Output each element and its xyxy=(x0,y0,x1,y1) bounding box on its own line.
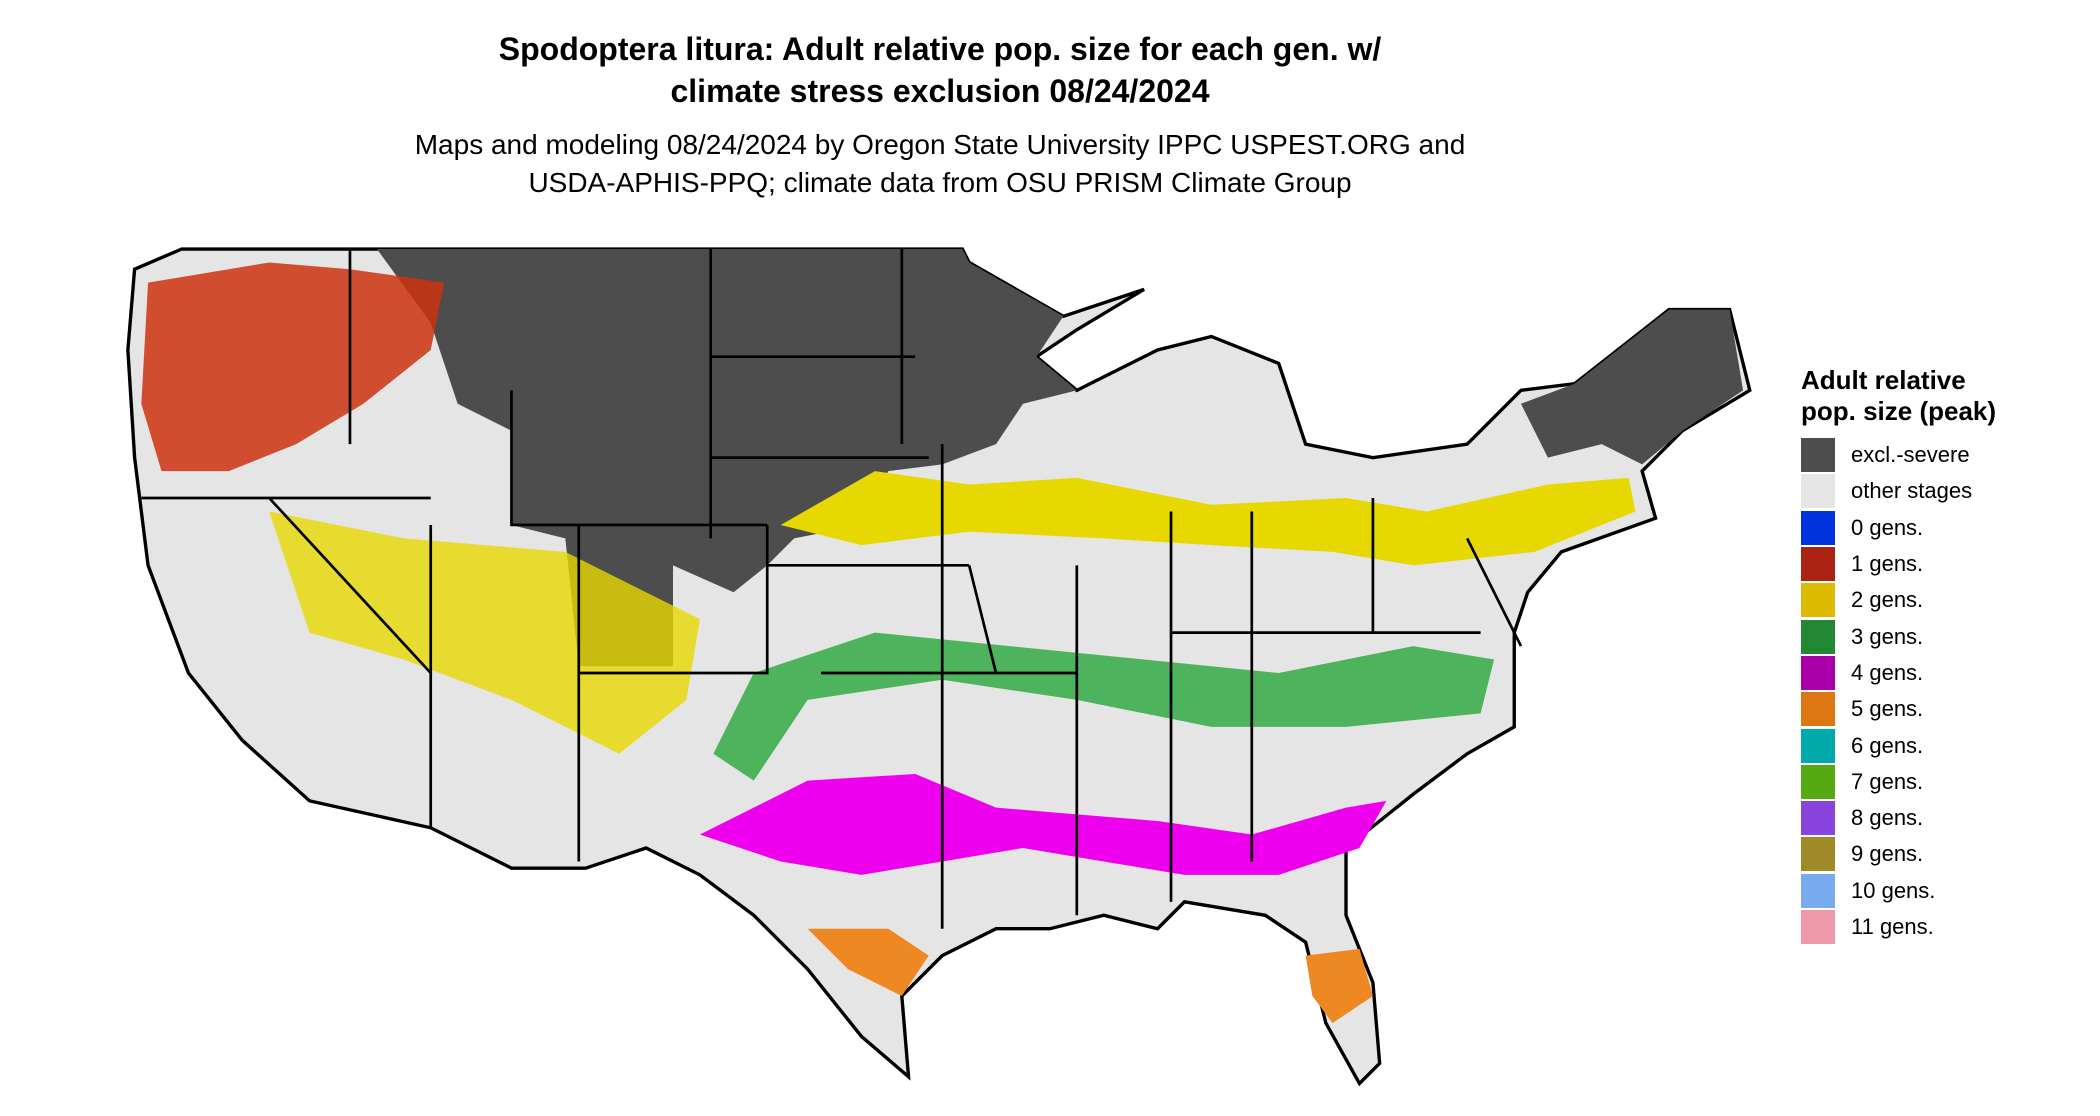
four-gen-band xyxy=(699,773,1387,875)
legend-item: 3 gens. xyxy=(1801,618,2021,654)
legend-swatch xyxy=(1801,547,1835,582)
legend-item: 11 gens. xyxy=(1801,909,2021,945)
legend-label: 10 gens. xyxy=(1851,877,1936,903)
legend-label: 4 gens. xyxy=(1851,659,1924,685)
legend-swatch xyxy=(1801,910,1835,944)
title-line: Spodoptera litura: Adult relative pop. s… xyxy=(498,31,1382,67)
legend-label: 9 gens. xyxy=(1851,841,1924,867)
legend-swatch xyxy=(1801,655,1835,690)
three-gen-band xyxy=(713,632,1495,781)
legend: Adult relative pop. size (peak) excl.-se… xyxy=(1801,365,2021,945)
legend-swatch xyxy=(1801,474,1835,509)
legend-swatch xyxy=(1801,510,1835,545)
legend-item: 2 gens. xyxy=(1801,582,2021,618)
legend-swatch xyxy=(1801,728,1835,763)
one-gen-region xyxy=(141,262,445,472)
legend-label: 8 gens. xyxy=(1851,805,1924,831)
legend-item: other stages xyxy=(1801,473,2021,509)
legend-item: excl.-severe xyxy=(1801,437,2021,473)
legend-swatch xyxy=(1801,692,1835,727)
two-gen-band xyxy=(780,471,1636,566)
excluded-region xyxy=(1520,309,1744,465)
legend-item: 10 gens. xyxy=(1801,873,2021,909)
title: Spodoptera litura: Adult relative pop. s… xyxy=(0,28,1880,112)
legend-label: 0 gens. xyxy=(1851,514,1924,540)
title-line: climate stress exclusion 08/24/2024 xyxy=(670,73,1210,109)
legend-item: 8 gens. xyxy=(1801,800,2021,836)
legend-swatch xyxy=(1801,764,1835,799)
legend-swatch xyxy=(1801,583,1835,618)
subtitle: Maps and modeling 08/24/2024 by Oregon S… xyxy=(0,126,1880,202)
legend-label: 1 gens. xyxy=(1851,551,1924,577)
legend-title: Adult relative pop. size (peak) xyxy=(1801,365,1997,426)
legend-label: other stages xyxy=(1851,478,1973,504)
legend-item: 6 gens. xyxy=(1801,727,2021,763)
legend-swatch xyxy=(1801,619,1835,654)
legend-item: 5 gens. xyxy=(1801,691,2021,727)
subtitle-line: Maps and modeling 08/24/2024 by Oregon S… xyxy=(414,129,1466,160)
legend-swatch xyxy=(1801,837,1835,872)
state-borders xyxy=(141,249,1523,929)
legend-swatch xyxy=(1801,438,1835,473)
two-gen-band xyxy=(269,511,700,754)
five-gen-region xyxy=(807,928,929,997)
legend-label: 6 gens. xyxy=(1851,732,1924,758)
legend-item: 1 gens. xyxy=(1801,546,2021,582)
legend-swatch xyxy=(1801,873,1835,908)
legend-item: 4 gens. xyxy=(1801,655,2021,691)
legend-item: 9 gens. xyxy=(1801,836,2021,872)
legend-label: 7 gens. xyxy=(1851,768,1924,794)
legend-label: 11 gens. xyxy=(1851,914,1934,939)
legend-item: 0 gens. xyxy=(1801,510,2021,546)
legend-label: 5 gens. xyxy=(1851,696,1924,722)
five-gen-region xyxy=(1305,948,1373,1023)
subtitle-line: USDA-APHIS-PPQ; climate data from OSU PR… xyxy=(528,167,1352,198)
legend-label: 2 gens. xyxy=(1851,587,1924,613)
legend-item: 7 gens. xyxy=(1801,764,2021,800)
legend-swatch xyxy=(1801,801,1835,836)
legend-label: excl.-severe xyxy=(1851,442,1970,468)
legend-label: 3 gens. xyxy=(1851,623,1924,649)
